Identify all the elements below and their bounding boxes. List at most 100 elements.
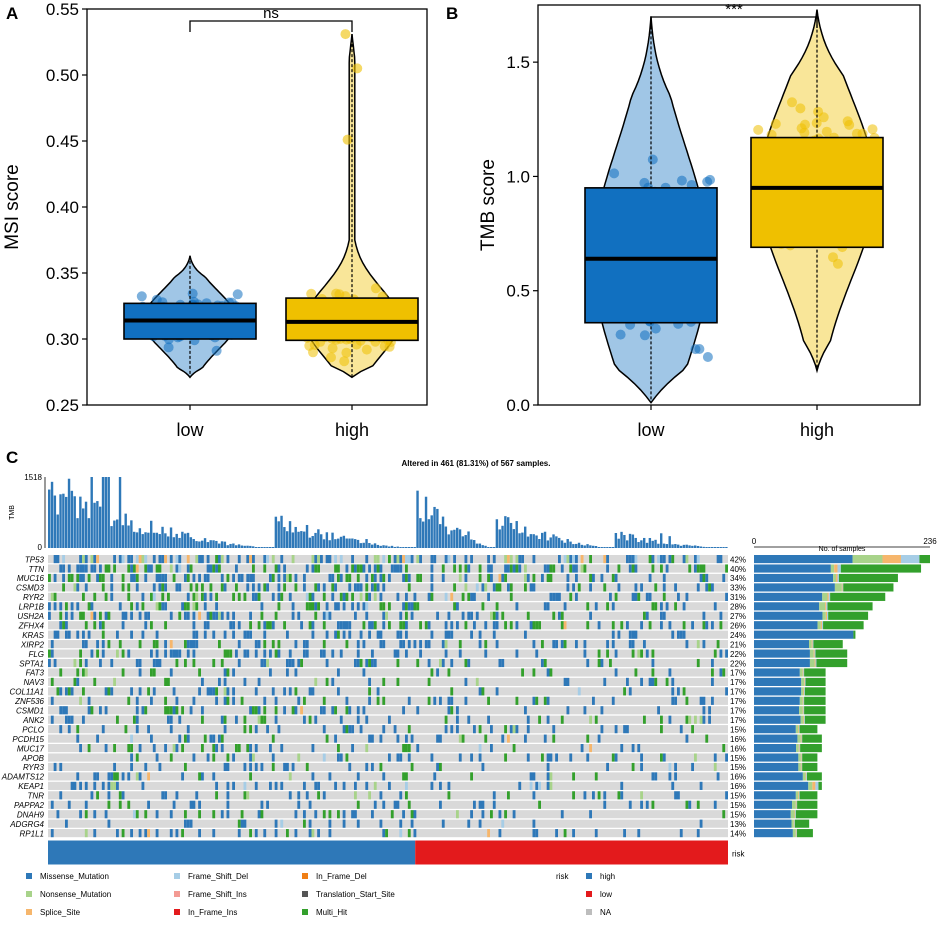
mutation-cell	[138, 829, 142, 838]
mutation-cell	[376, 564, 380, 573]
mutation-cell	[334, 706, 337, 715]
mutation-cell	[396, 564, 400, 573]
data-point-high	[800, 119, 810, 130]
mutation-cell	[130, 744, 133, 753]
gene-count-bar-segment	[809, 649, 814, 658]
mutation-cell	[322, 592, 326, 601]
gene-count-bar-segment	[827, 611, 829, 620]
mutation-cell	[450, 687, 454, 696]
tmb-bar	[189, 537, 193, 548]
mutation-cell	[169, 649, 173, 658]
mutation-cell	[356, 819, 360, 828]
mutation-cell	[589, 715, 592, 724]
significance-bracket	[650, 16, 818, 28]
mutation-cell	[365, 781, 369, 790]
gene-count-bar-segment	[852, 555, 883, 564]
tmb-bar	[178, 537, 181, 548]
mutation-cell	[314, 810, 318, 819]
mutation-cell	[606, 555, 609, 564]
tmb-bar	[269, 547, 272, 548]
mutation-cell	[546, 772, 550, 781]
mutation-cell	[303, 715, 306, 724]
mutation-cell	[283, 583, 286, 592]
tmb-bar	[135, 532, 139, 548]
mutation-cell	[118, 602, 122, 611]
mutation-cell	[263, 696, 267, 705]
mutation-cell	[495, 611, 499, 620]
mutation-cell	[487, 715, 490, 724]
mutation-cell	[138, 555, 142, 564]
mutation-cell	[711, 658, 714, 668]
mutation-cell	[192, 573, 196, 583]
mutation-cell	[260, 715, 264, 724]
tmb-bar	[631, 534, 635, 548]
mutation-cell	[705, 734, 709, 743]
mutation-cell	[402, 573, 405, 583]
mutation-cell	[382, 696, 386, 705]
mutation-cell	[563, 829, 567, 838]
mutation-cell	[192, 649, 196, 658]
mutation-cell	[101, 725, 105, 734]
mutation-cell	[444, 715, 448, 724]
mutation-cell	[410, 819, 414, 828]
mutation-cell	[546, 753, 550, 762]
mutation-cell	[260, 800, 264, 809]
mutation-cell	[674, 791, 677, 800]
legend-swatch-risk-low	[586, 891, 592, 897]
tmb-bar	[124, 513, 127, 548]
gene-label: CSMD3	[16, 584, 45, 593]
mutation-cell	[107, 687, 111, 696]
tmb-bar	[626, 540, 629, 548]
mutation-cell	[257, 583, 261, 592]
mutation-cell	[283, 621, 286, 630]
mutation-cell	[48, 573, 51, 583]
gene-label: SPTA1	[19, 659, 44, 668]
gene-count-bar-segment	[802, 762, 818, 772]
mutation-cell	[529, 772, 533, 781]
x-tick-label: high	[335, 420, 369, 440]
gene-count-bar-segment	[790, 810, 795, 819]
legend-swatch-splice_site	[26, 909, 32, 915]
mutation-cell	[266, 658, 269, 668]
mutation-cell	[104, 687, 108, 696]
mutation-cell	[660, 621, 663, 630]
mutation-cell	[356, 800, 360, 809]
mutation-cell	[288, 791, 292, 800]
mutation-cell	[322, 621, 326, 630]
mutation-cell	[634, 555, 638, 564]
box-high	[285, 297, 419, 342]
mutation-cell	[444, 555, 448, 564]
mutation-cell	[334, 734, 337, 743]
mutation-cell	[232, 696, 235, 705]
mutation-cell	[257, 640, 261, 649]
mutation-cell	[354, 583, 357, 592]
mutation-cell	[65, 819, 68, 828]
mutation-cell	[150, 668, 153, 677]
tmb-bar	[368, 543, 371, 548]
mutation-cell	[274, 829, 278, 838]
gene-count-bar-segment	[798, 753, 801, 762]
mutation-cell	[402, 744, 405, 753]
mutation-cell	[303, 640, 306, 649]
mutation-cell	[495, 621, 499, 630]
data-point-high	[842, 116, 853, 127]
mutation-cell	[507, 583, 510, 592]
mutation-cell	[580, 555, 584, 564]
mutation-cell	[427, 658, 431, 668]
mutation-cell	[107, 564, 111, 573]
mutation-cell	[541, 573, 544, 583]
right-axis-min: 0	[752, 537, 757, 546]
data-point-high	[851, 128, 862, 139]
mutation-cell	[175, 649, 179, 658]
tmb-bar	[345, 538, 348, 548]
mutation-cell	[135, 602, 139, 611]
mutation-cell	[283, 706, 286, 715]
mutation-cell	[450, 696, 454, 705]
tmb-bar	[385, 545, 388, 548]
mutation-cell	[257, 621, 261, 630]
mutation-cell	[354, 564, 357, 573]
tmb-bar	[725, 547, 728, 548]
mutation-cell	[464, 583, 468, 592]
mutation-cell	[402, 640, 405, 649]
mutation-cell	[362, 640, 366, 649]
